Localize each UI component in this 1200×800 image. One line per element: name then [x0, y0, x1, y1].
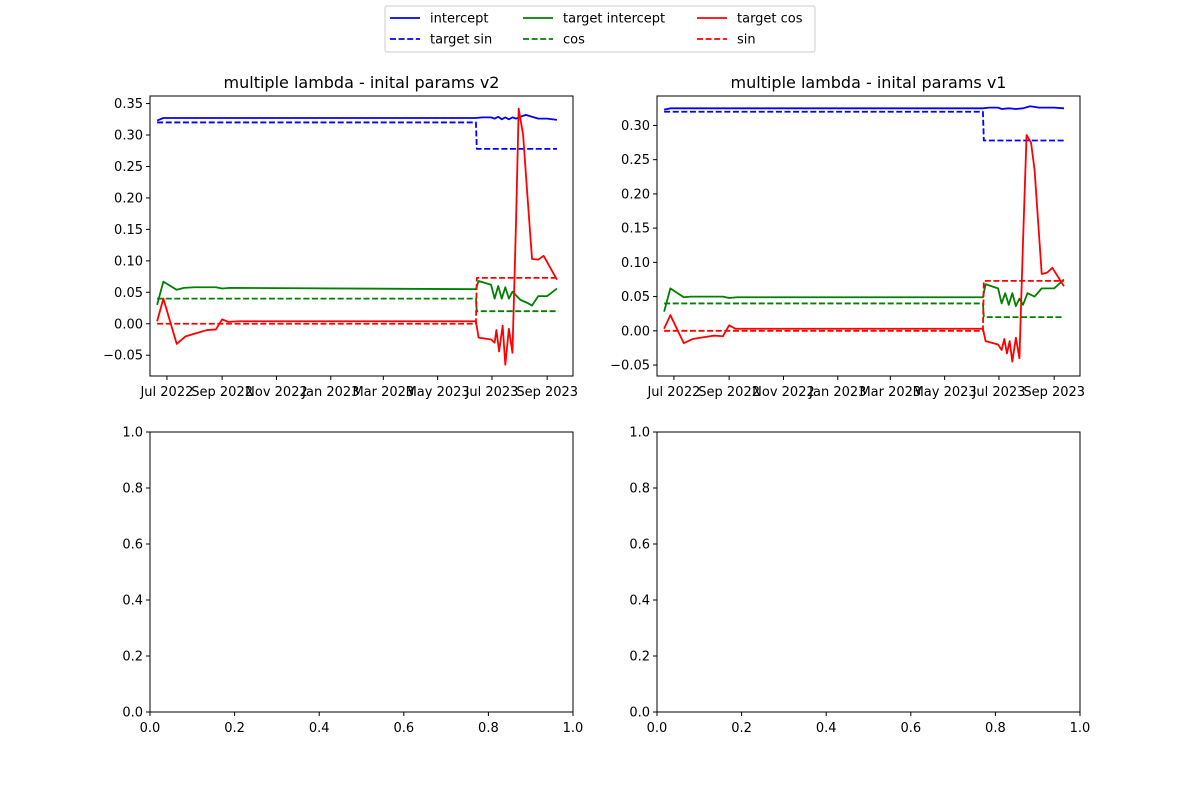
y-tick-label: 0.20 [621, 187, 650, 202]
series-line-target-intercept [156, 280, 558, 307]
series-group [156, 107, 558, 366]
x-tick-label: 0.8 [478, 721, 499, 736]
subplot-4: 0.0 0.2 0.4 0.6 0.8 1.0 0.0 0.2 0.4 0.6 0.8 1.0 [629, 426, 1090, 737]
x-tick-label: Nov 2022 [752, 385, 815, 400]
x-tick-label: 1.0 [563, 721, 584, 736]
subplot-3: 0.0 0.2 0.4 0.6 0.8 1.0 0.0 0.2 0.4 0.6 0.8 1.0 [122, 426, 583, 737]
axes-frame [656, 95, 1081, 377]
series-line-target-sin [664, 110, 1064, 142]
y-tick-label: 0.00 [114, 317, 143, 332]
x-tick-label: 0.2 [731, 721, 752, 736]
x-tick-label: 0.0 [647, 721, 668, 736]
x-tick-label: 0.6 [900, 721, 921, 736]
series-line-target-cos [156, 107, 558, 366]
axes-frame [656, 431, 1081, 713]
y-tick-label: 0.6 [629, 538, 650, 553]
x-tick-label: Mar 2023 [859, 385, 921, 400]
x-tick-label: 0.4 [816, 721, 837, 736]
x-tick-label: 0.4 [309, 721, 330, 736]
x-tick-label: Sep 2023 [516, 385, 578, 400]
y-tick-label: 1.0 [629, 426, 650, 441]
y-tick-label: 0.20 [114, 191, 143, 206]
x-tick-label: Sep 2023 [1023, 385, 1085, 400]
x-tick-label: Jul 2023 [972, 385, 1026, 400]
x-tick-label: Jul 2023 [465, 385, 519, 400]
y-tick-label: 0.25 [621, 153, 650, 168]
y-tick-label: 0.2 [122, 650, 143, 665]
legend-label: intercept [430, 12, 489, 27]
x-tick-label: Jan 2023 [301, 385, 359, 400]
series-line-sin [157, 276, 557, 325]
legend-label: cos [563, 33, 585, 48]
y-tick-label: −0.05 [610, 359, 650, 374]
y-tick-label: 0.35 [114, 97, 143, 112]
y-tick-label: 0.10 [621, 256, 650, 271]
series-line-intercept [663, 105, 1065, 111]
series-line-target-sin [157, 121, 557, 150]
subplot-2: multiple lambda - inital params v1 Jul 20… [610, 73, 1085, 400]
y-tick-label: 0.30 [114, 129, 143, 144]
x-tick-label: May 2023 [406, 385, 470, 400]
legend-item: target intercept [523, 12, 665, 27]
x-tick-label: 0.8 [985, 721, 1006, 736]
y-tick-label: 0.6 [122, 538, 143, 553]
legend-label: target cos [737, 12, 803, 27]
y-tick-label: 0.8 [629, 482, 650, 497]
series-line-cos [664, 302, 1064, 319]
series-line-target-cos [663, 134, 1065, 363]
legend: intercept target sin target intercept cos ta… [384, 5, 816, 53]
x-tick-label: 0.6 [393, 721, 414, 736]
x-tick-label: Sep 2022 [191, 385, 253, 400]
x-tick-label: 0.0 [140, 721, 161, 736]
axes-frame [149, 95, 574, 377]
y-tick-label: 0.0 [629, 706, 650, 721]
y-tick-label: −0.05 [103, 349, 143, 364]
legend-label: sin [737, 33, 756, 48]
x-tick-label: Nov 2022 [245, 385, 308, 400]
chart-title: multiple lambda - inital params v2 [224, 73, 500, 92]
x-tick-label: Jan 2023 [808, 385, 866, 400]
y-tick-label: 0.4 [629, 594, 650, 609]
y-tick-label: 0.10 [114, 254, 143, 269]
series-line-intercept [156, 113, 558, 122]
y-tick-label: 0.05 [114, 286, 143, 301]
y-tick-label: 0.0 [122, 706, 143, 721]
legend-item: sin [697, 33, 756, 48]
axes-frame [149, 431, 574, 713]
x-tick-label: Jul 2022 [646, 385, 700, 400]
series-line-cos [157, 297, 557, 313]
legend-item: target sin [390, 33, 492, 48]
legend-label: target sin [430, 33, 492, 48]
x-tick-label: 1.0 [1070, 721, 1091, 736]
series-line-target-intercept [663, 278, 1065, 312]
y-tick-label: 0.25 [114, 160, 143, 175]
y-tick-label: 0.15 [114, 223, 143, 238]
y-tick-label: 0.30 [621, 119, 650, 134]
y-tick-label: 0.2 [629, 650, 650, 665]
legend-item: cos [523, 33, 585, 48]
x-tick-label: May 2023 [913, 385, 977, 400]
legend-label: target intercept [563, 12, 665, 27]
y-tick-label: 0.8 [122, 482, 143, 497]
series-group [663, 105, 1065, 363]
legend-item: intercept [390, 12, 489, 27]
x-tick-label: Mar 2023 [352, 385, 414, 400]
x-tick-label: Jul 2022 [139, 385, 193, 400]
x-tick-label: 0.2 [224, 721, 245, 736]
chart-title: multiple lambda - inital params v1 [731, 73, 1007, 92]
y-tick-label: 0.05 [621, 290, 650, 305]
legend-item: target cos [697, 12, 803, 27]
x-tick-label: Sep 2022 [698, 385, 760, 400]
series-line-sin [664, 279, 1064, 332]
subplot-1: multiple lambda - inital params v2 Jul 20… [103, 73, 578, 400]
y-tick-label: 1.0 [122, 426, 143, 441]
y-tick-label: 0.4 [122, 594, 143, 609]
y-tick-label: 0.15 [621, 222, 650, 237]
y-tick-label: 0.00 [621, 324, 650, 339]
